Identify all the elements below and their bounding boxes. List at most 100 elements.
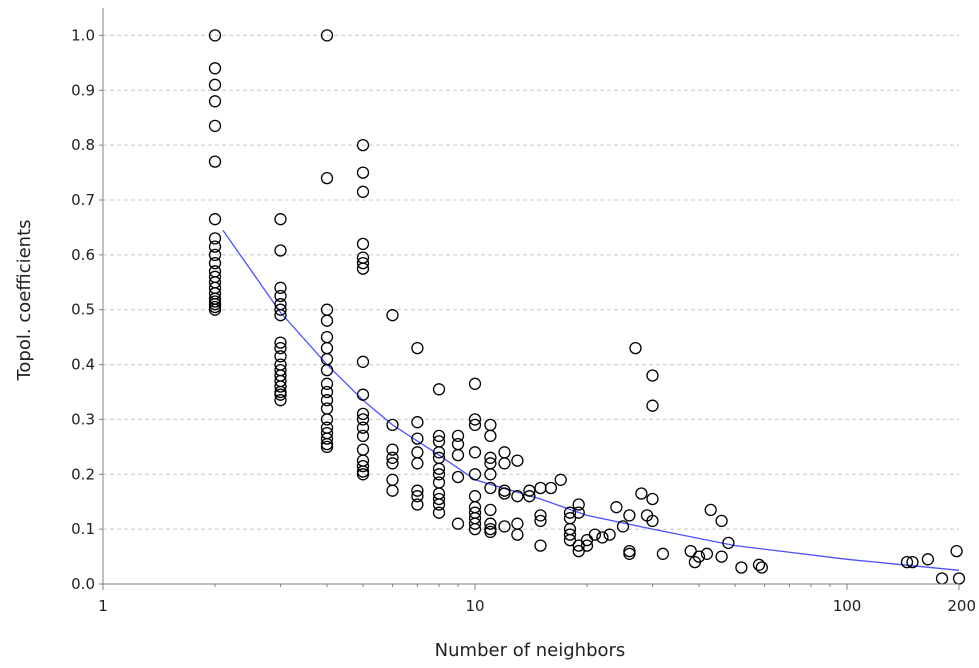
x-tick-label-0: 1 (98, 597, 108, 615)
data-point-183 (900, 555, 914, 569)
data-point-87 (411, 484, 424, 497)
data-point-172 (684, 544, 697, 558)
data-point-153 (572, 544, 585, 558)
data-point-51 (320, 413, 334, 426)
data-point-104 (451, 448, 465, 462)
data-point-72 (356, 459, 370, 473)
data-point-75 (386, 418, 399, 432)
data-point-38 (274, 394, 287, 407)
data-point-69 (356, 429, 370, 443)
data-point-124 (484, 503, 497, 517)
data-point-132 (498, 520, 511, 533)
data-point-5 (208, 155, 222, 168)
data-point-108 (468, 413, 482, 426)
grid-lines (103, 34, 959, 530)
data-point-68 (356, 421, 370, 434)
data-point-35 (274, 380, 287, 393)
y-tick-label-6: 0.6 (71, 246, 95, 264)
data-point-184 (906, 555, 919, 569)
data-point-30 (274, 350, 287, 363)
data-point-1 (208, 62, 222, 75)
data-point-131 (498, 487, 511, 500)
data-point-27 (274, 309, 287, 322)
data-point-2 (208, 78, 222, 91)
y-axis-title: Topol. coefficients (14, 219, 35, 381)
data-points-layer (208, 29, 966, 585)
data-point-20 (208, 303, 222, 316)
data-point-37 (274, 388, 287, 401)
data-point-8 (208, 240, 222, 253)
data-point-10 (208, 256, 222, 270)
data-point-96 (432, 468, 446, 481)
y-tick-label-3: 0.3 (71, 410, 95, 428)
data-point-22 (274, 244, 287, 257)
data-point-57 (356, 138, 370, 152)
data-point-144 (554, 473, 567, 486)
data-point-116 (468, 517, 482, 530)
y-tick-label-1: 0.1 (71, 520, 95, 538)
data-point-109 (468, 418, 482, 432)
data-point-123 (484, 481, 497, 495)
data-point-165 (635, 487, 648, 500)
data-point-148 (563, 528, 577, 541)
data-point-89 (411, 498, 424, 511)
data-point-84 (411, 432, 424, 445)
data-point-62 (356, 256, 370, 270)
data-point-180 (735, 561, 748, 574)
data-point-160 (616, 520, 630, 533)
data-point-141 (534, 514, 547, 528)
data-point-73 (356, 465, 370, 478)
data-point-18 (208, 298, 222, 311)
data-point-48 (320, 385, 334, 399)
data-point-26 (274, 303, 287, 316)
data-point-151 (572, 506, 585, 519)
plot-area-background (103, 8, 959, 584)
data-point-129 (498, 457, 511, 470)
data-point-90 (432, 383, 446, 396)
data-point-163 (623, 547, 636, 560)
data-point-140 (534, 509, 547, 522)
data-point-107 (468, 377, 482, 390)
data-point-175 (700, 547, 714, 560)
data-point-86 (411, 457, 424, 470)
data-point-125 (484, 517, 497, 530)
data-point-91 (432, 429, 446, 443)
data-point-93 (432, 446, 446, 459)
data-point-24 (274, 289, 287, 303)
data-point-83 (411, 416, 424, 429)
data-point-161 (623, 509, 636, 522)
data-point-99 (432, 492, 446, 506)
data-point-60 (356, 237, 370, 251)
data-point-59 (356, 185, 370, 198)
data-point-176 (704, 503, 717, 517)
data-point-4 (208, 119, 222, 133)
data-point-95 (432, 462, 446, 475)
data-point-130 (498, 484, 511, 497)
data-point-137 (523, 484, 536, 497)
data-point-81 (386, 309, 399, 322)
data-point-122 (484, 468, 497, 481)
data-point-66 (356, 407, 370, 421)
y-tick-label-10: 1.0 (71, 26, 95, 44)
data-point-159 (610, 501, 623, 514)
data-point-7 (208, 232, 222, 245)
data-point-80 (386, 484, 399, 497)
data-point-0 (208, 29, 222, 42)
data-point-42 (320, 314, 334, 327)
x-tick-label-1: 10 (465, 597, 484, 615)
data-point-138 (523, 490, 536, 503)
data-point-185 (921, 553, 935, 566)
data-point-101 (432, 506, 446, 519)
data-point-182 (755, 561, 768, 574)
data-point-58 (356, 166, 370, 179)
data-point-156 (588, 528, 602, 541)
data-point-174 (692, 550, 706, 563)
x-tick-labels: 1 10 100 200 (98, 584, 976, 615)
data-point-88 (411, 490, 424, 503)
data-point-143 (544, 481, 558, 495)
data-point-170 (646, 514, 659, 528)
data-point-136 (511, 528, 524, 541)
data-point-119 (484, 429, 497, 443)
data-point-157 (596, 531, 609, 544)
